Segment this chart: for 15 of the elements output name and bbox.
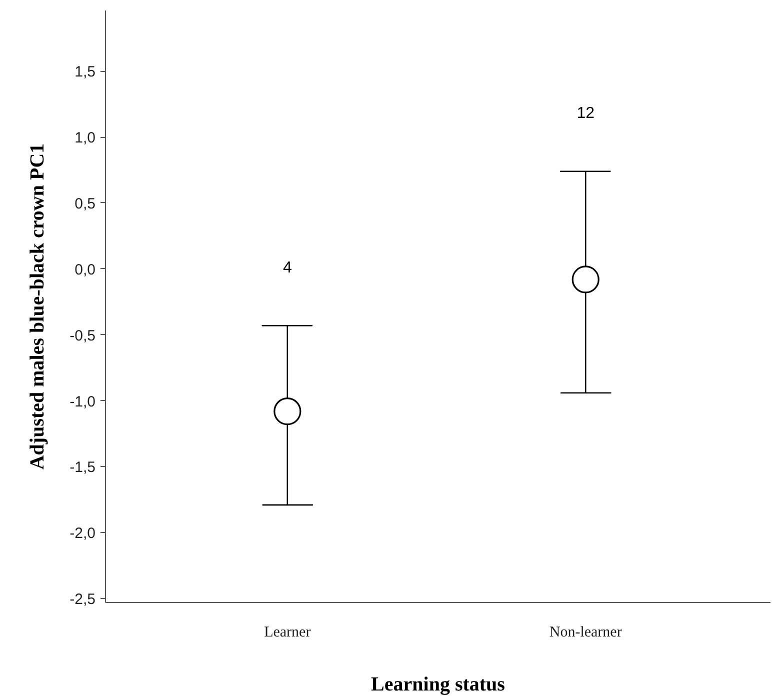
y-tick-label: 1,0 (74, 130, 96, 147)
y-tick-label: 1,5 (74, 64, 96, 81)
y-tick-label: -2,5 (70, 591, 96, 608)
x-tick-label: Non-learner (549, 624, 622, 640)
y-tick-label: -1,5 (70, 459, 96, 476)
y-tick-label: 0,0 (74, 261, 96, 278)
y-tick-label: -0,5 (70, 327, 96, 344)
annotation: 12 (576, 105, 595, 122)
x-tick-label: Learner (264, 624, 311, 640)
x-axis-title: Learning status (371, 674, 506, 696)
annotation: 4 (282, 259, 292, 276)
y-tick-label: -1,0 (70, 393, 96, 410)
y-tick-label: -2,0 (70, 525, 96, 542)
y-axis-title: Adjusted males blue-black crown PC1 (26, 143, 49, 470)
y-tick-label: 0,5 (74, 196, 96, 212)
